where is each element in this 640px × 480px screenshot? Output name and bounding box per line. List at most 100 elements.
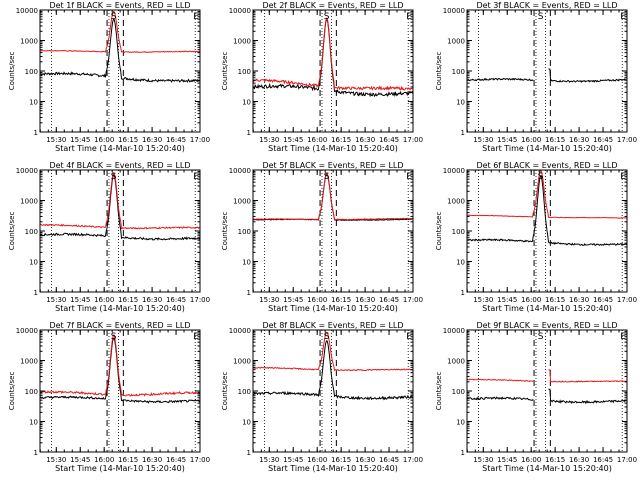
x-tick-label: 16:15 xyxy=(118,136,138,144)
x-tick-label: 16:45 xyxy=(593,136,613,144)
x-tick-label: 16:15 xyxy=(545,296,565,304)
flag-label-start: S xyxy=(111,332,117,342)
y-tick-label: 10000 xyxy=(229,167,251,175)
x-tick-label: 17:00 xyxy=(190,296,210,304)
flag-label-end: E xyxy=(406,12,412,22)
y-tick-label: 100 xyxy=(25,228,38,236)
y-tick-label: 10 xyxy=(242,99,251,107)
chart-title: Det 8f BLACK = Events, RED = LLD xyxy=(262,321,403,330)
x-tick-label: 16:45 xyxy=(379,136,399,144)
flag-label-end: E xyxy=(193,12,199,22)
x-tick-label: 15:30 xyxy=(473,456,493,464)
flag-label-end: E xyxy=(620,12,626,22)
x-tick-label: 15:30 xyxy=(259,296,279,304)
flag-label-start: S xyxy=(111,12,117,22)
y-tick-label: 1 xyxy=(247,449,251,457)
x-tick-label: 15:30 xyxy=(473,296,493,304)
y-tick-label: 100 xyxy=(452,68,465,76)
y-tick-label: 100 xyxy=(25,388,38,396)
chart-title: Det 1f BLACK = Events, RED = LLD xyxy=(49,1,190,10)
y-tick-label: 10 xyxy=(29,259,38,267)
x-tick-label: 16:15 xyxy=(331,456,351,464)
x-tick-label: 15:30 xyxy=(46,136,66,144)
series-line-1 xyxy=(466,175,628,247)
plot-frame xyxy=(466,9,628,133)
x-tick-label: 16:00 xyxy=(94,296,114,304)
series-line-1 xyxy=(466,68,628,84)
y-tick-label: 10000 xyxy=(443,7,465,15)
plot-frame xyxy=(252,169,414,293)
y-tick-label: 1 xyxy=(34,129,38,137)
series-line-2 xyxy=(253,172,414,221)
flag-label-end: E xyxy=(406,332,412,342)
x-tick-label: 16:30 xyxy=(142,296,162,304)
y-axis-label: Counts/sec xyxy=(221,372,229,411)
series-line-2 xyxy=(39,11,201,53)
x-tick-label: 16:15 xyxy=(331,296,351,304)
flag-label-start: S xyxy=(324,332,330,342)
x-tick-label: 16:30 xyxy=(355,456,375,464)
y-tick-label: 1 xyxy=(247,129,251,137)
y-tick-label: 1 xyxy=(34,289,38,297)
x-tick-label: 15:45 xyxy=(497,136,517,144)
x-tick-label: 15:45 xyxy=(70,136,90,144)
y-axis-label: Counts/sec xyxy=(435,372,443,411)
chart-panel-7: Det 7f BLACK = Events, RED = LLD S E 1 10 100… xyxy=(8,321,210,473)
y-tick-label: 1 xyxy=(247,289,251,297)
chart-title: Det 4f BLACK = Events, RED = LLD xyxy=(49,161,190,170)
chart-title: Det 2f BLACK = Events, RED = LLD xyxy=(262,1,403,10)
x-tick-label: 16:15 xyxy=(545,456,565,464)
series-line-1 xyxy=(39,337,201,404)
x-tick-label: 16:30 xyxy=(569,296,589,304)
x-tick-label: 16:15 xyxy=(545,136,565,144)
plot-frame xyxy=(39,169,201,293)
x-tick-label: 15:45 xyxy=(70,456,90,464)
x-tick-label: 16:45 xyxy=(166,136,186,144)
y-tick-label: 1000 xyxy=(20,358,38,366)
y-axis-label: Counts/sec xyxy=(435,212,443,251)
y-tick-label: 10000 xyxy=(443,167,465,175)
y-axis-label: Counts/sec xyxy=(435,52,443,91)
plot-frame xyxy=(39,9,201,133)
y-tick-label: 10000 xyxy=(16,7,38,15)
x-axis-label: Start Time (14-Mar-10 15:20:40) xyxy=(482,464,612,473)
chart-panel-4: Det 4f BLACK = Events, RED = LLD S E 1 10 100… xyxy=(8,161,210,313)
x-tick-label: 17:00 xyxy=(190,456,210,464)
x-tick-label: 16:30 xyxy=(355,136,375,144)
y-tick-label: 1000 xyxy=(233,38,251,46)
y-tick-label: 1000 xyxy=(447,198,465,206)
flag-label-start: S xyxy=(538,172,544,182)
x-tick-label: 16:30 xyxy=(569,456,589,464)
x-tick-label: 16:00 xyxy=(307,456,327,464)
series-line-2 xyxy=(466,170,628,219)
y-axis-label: Counts/sec xyxy=(8,372,16,411)
flag-label-end: E xyxy=(620,332,626,342)
flag-label-start: S xyxy=(324,172,330,182)
x-tick-label: 16:00 xyxy=(307,136,327,144)
chart-panel-1: Det 1f BLACK = Events, RED = LLD S E 1 10 100… xyxy=(8,1,210,153)
x-tick-label: 16:00 xyxy=(521,456,541,464)
chart-panel-6: Det 6f BLACK = Events, RED = LLD S E 1 10 100… xyxy=(435,161,637,313)
y-tick-label: 1000 xyxy=(20,38,38,46)
plot-frame xyxy=(466,329,628,453)
x-axis-label: Start Time (14-Mar-10 15:20:40) xyxy=(55,464,185,473)
x-tick-label: 15:30 xyxy=(259,456,279,464)
x-tick-label: 17:00 xyxy=(617,296,637,304)
y-tick-label: 10000 xyxy=(443,327,465,335)
x-tick-label: 16:45 xyxy=(379,296,399,304)
y-tick-label: 100 xyxy=(238,388,251,396)
x-tick-label: 16:45 xyxy=(593,296,613,304)
x-axis-label: Start Time (14-Mar-10 15:20:40) xyxy=(268,144,398,153)
chart-title: Det 6f BLACK = Events, RED = LLD xyxy=(476,161,617,170)
series-line-1 xyxy=(466,388,628,405)
x-tick-label: 15:45 xyxy=(497,456,517,464)
y-tick-label: 100 xyxy=(25,68,38,76)
chart-panel-8: Det 8f BLACK = Events, RED = LLD S E 1 10 100… xyxy=(221,321,423,473)
x-tick-label: 16:30 xyxy=(569,136,589,144)
x-tick-label: 16:00 xyxy=(94,136,114,144)
x-tick-label: 16:45 xyxy=(166,456,186,464)
y-tick-label: 10 xyxy=(242,259,251,267)
x-tick-label: 16:00 xyxy=(521,296,541,304)
flag-label-end: E xyxy=(620,172,626,182)
